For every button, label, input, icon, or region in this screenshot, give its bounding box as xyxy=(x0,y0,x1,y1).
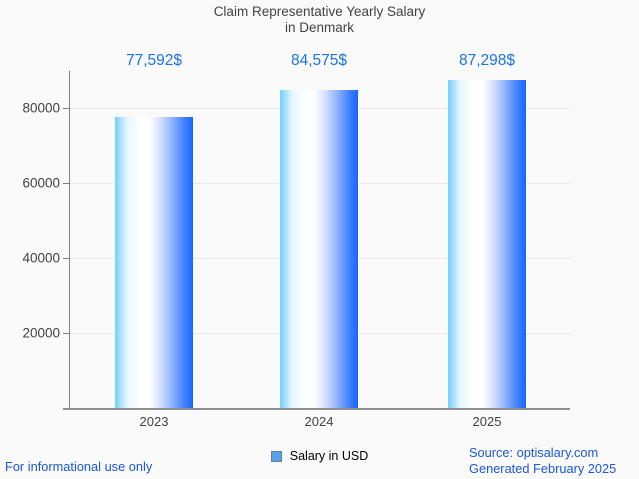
bar-2024 xyxy=(280,90,358,408)
y-axis-line xyxy=(69,71,70,408)
y-axis-tick-label: 80000 xyxy=(22,100,60,116)
generated-date: Generated February 2025 xyxy=(469,460,617,476)
y-axis-tick xyxy=(63,107,70,109)
source-link[interactable]: Source: optisalary.com xyxy=(469,445,599,460)
chart-legend: Salary in USD xyxy=(0,449,639,463)
y-axis-tick-label: 20000 xyxy=(22,325,60,341)
bar-2023 xyxy=(115,117,193,408)
source-block: Source: optisalary.com Generated Februar… xyxy=(469,445,616,476)
x-axis-tick-label: 2023 xyxy=(139,414,169,429)
bar-2025 xyxy=(448,80,526,408)
x-axis-tick-label: 2024 xyxy=(304,414,334,429)
chart-title-line2: in Denmark xyxy=(284,20,355,35)
bar-value-label: 77,592$ xyxy=(125,52,183,69)
y-axis-tick xyxy=(63,182,70,184)
legend-swatch-icon xyxy=(270,450,282,462)
y-axis-tick-label: 60000 xyxy=(22,175,60,191)
disclaimer-text: For informational use only xyxy=(5,459,153,474)
bar-value-label: 87,298$ xyxy=(458,52,516,69)
y-axis-tick-label: 40000 xyxy=(22,250,60,266)
chart-title: Claim Representative Yearly Salary in De… xyxy=(0,4,639,36)
legend-label: Salary in USD xyxy=(289,449,369,463)
x-axis-line xyxy=(63,408,570,410)
y-axis-tick xyxy=(63,257,70,259)
x-axis-tick-label: 2025 xyxy=(472,414,502,429)
chart-title-line1: Claim Representative Yearly Salary xyxy=(213,4,426,19)
bar-value-label: 84,575$ xyxy=(290,52,348,69)
y-axis-tick xyxy=(63,332,70,334)
